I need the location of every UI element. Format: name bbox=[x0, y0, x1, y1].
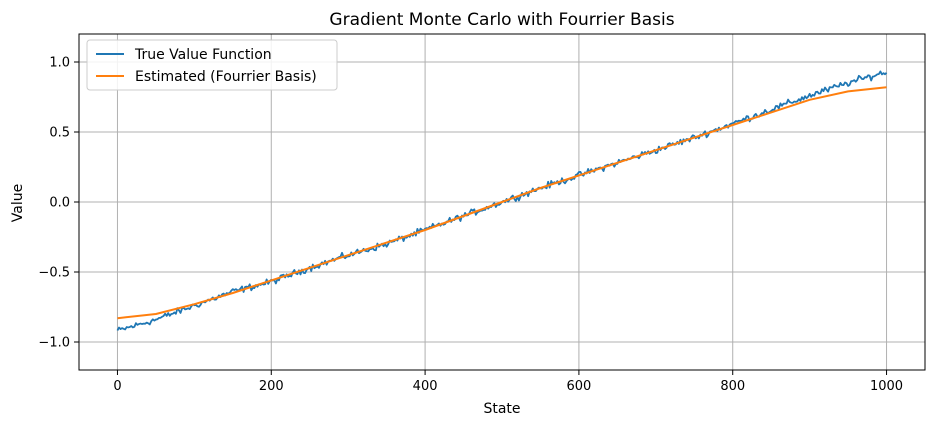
x-axis: 0 200 400 600 800 1000 bbox=[113, 370, 903, 394]
x-tick-label: 1000 bbox=[870, 379, 903, 394]
y-tick-label: 0.0 bbox=[49, 196, 70, 211]
y-tick-label: 0.5 bbox=[49, 126, 70, 141]
plot-area bbox=[116, 70, 888, 331]
legend-label-estimated: Estimated (Fourrier Basis) bbox=[135, 69, 317, 85]
x-tick-label: 800 bbox=[720, 379, 745, 394]
y-tick-label: −0.5 bbox=[38, 266, 70, 281]
legend-label-true-value: True Value Function bbox=[134, 47, 272, 63]
x-tick-label: 0 bbox=[113, 379, 121, 394]
legend-box bbox=[86, 39, 338, 91]
legend: True Value Function Estimated (Fourrier … bbox=[86, 39, 338, 91]
y-tick-label: −1.0 bbox=[38, 336, 70, 351]
y-axis-label: Value bbox=[10, 184, 26, 222]
x-tick-label: 400 bbox=[413, 379, 438, 394]
series-line-estimated bbox=[117, 86, 887, 320]
x-axis-label: State bbox=[483, 401, 520, 417]
x-tick-label: 600 bbox=[566, 379, 591, 394]
y-axis: −1.0 −0.5 0.0 0.5 1.0 bbox=[38, 56, 79, 351]
y-tick-label: 1.0 bbox=[49, 56, 70, 71]
chart-title: Gradient Monte Carlo with Fourrier Basis bbox=[329, 10, 674, 30]
x-tick-label: 200 bbox=[259, 379, 284, 394]
